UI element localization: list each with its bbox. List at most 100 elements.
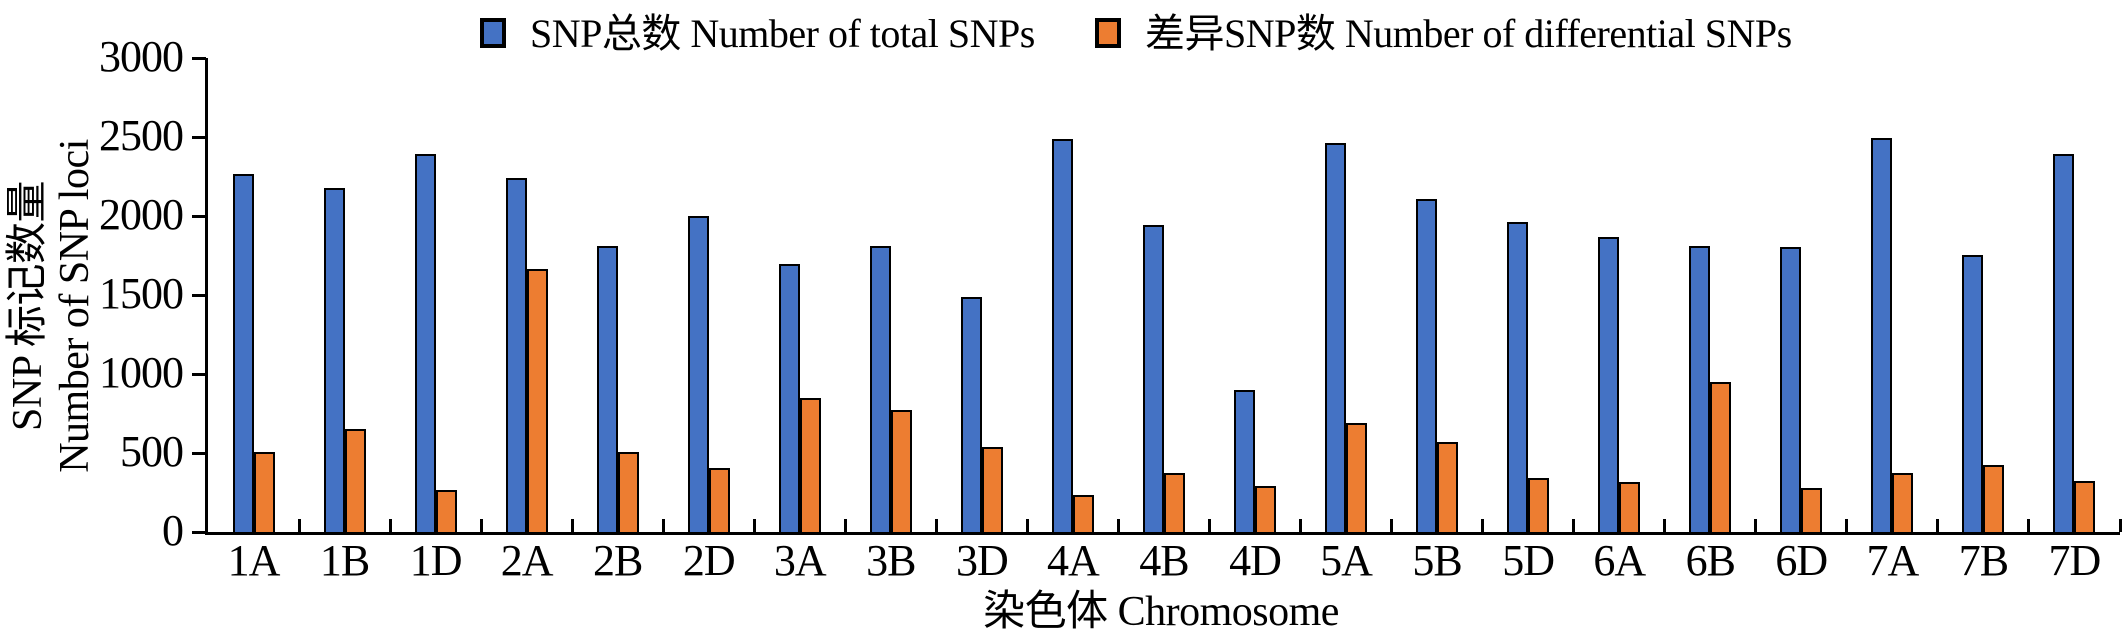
bar-differential-4A [1072,494,1094,532]
legend-swatch-total-snps-icon [480,18,506,48]
y-tick-label-1000: 1000 [99,348,184,397]
bar-total-3D [960,296,982,532]
x-tick-boundary-17 [1754,519,1758,532]
x-tick-boundary-13 [1390,519,1394,532]
bar-total-2B [596,246,618,532]
y-tick-2000 [192,214,206,218]
y-tick-label-500: 500 [120,427,184,476]
bar-differential-2A [526,268,548,532]
y-tick-3000 [192,56,206,60]
y-tick-label-0: 0 [162,506,184,555]
x-tick-boundary-7 [843,519,847,532]
bar-total-5D [1507,222,1529,532]
x-tick-boundary-6 [752,519,756,532]
bar-total-7A [1871,137,1893,532]
bar-total-2A [505,178,527,532]
x-category-label-5A: 5A [1320,536,1373,585]
x-category-label-1A: 1A [227,536,281,585]
x-category-label-7B: 7B [1958,536,2009,585]
bar-total-1B [323,188,345,532]
bar-differential-3B [890,410,912,532]
bar-total-3B [869,246,891,532]
bar-total-4D [1234,389,1256,532]
bar-total-6D [1780,246,1802,532]
plot-area: 0 500 1000 1500 2000 2500 3000 1A 1B 1D 2A 2B 2D 3A 3B… [99,33,2122,585]
bar-total-5A [1325,143,1347,532]
y-tick-label-2000: 2000 [99,190,184,239]
bar-differential-5B [1437,441,1459,532]
x-category-label-2A: 2A [500,536,554,585]
bar-total-4A [1051,139,1073,532]
legend-label-total-snps: SNP总数 Number of total SNPs [530,11,1035,56]
bar-differential-6B [1710,381,1732,532]
bar-differential-7A [1892,472,1914,532]
x-tick-boundary-3 [479,519,483,532]
x-tick-boundary-15 [1572,519,1576,532]
x-tick-boundary-21 [2118,519,2122,532]
bar-total-7D [2053,154,2075,532]
bar-differential-1D [435,490,457,532]
x-tick-boundary-1 [297,519,301,532]
x-category-label-3B: 3B [866,536,916,585]
x-category-label-7A: 7A [1866,536,1919,585]
bar-differential-4D [1255,486,1277,532]
y-tick-2500 [192,135,206,139]
bar-total-7B [1962,254,1984,532]
x-tick-boundary-10 [1116,519,1120,532]
y-tick-1500 [192,293,206,297]
x-category-label-2B: 2B [593,536,643,585]
x-category-label-4A: 4A [1047,536,1100,585]
x-tick-boundary-8 [934,519,938,532]
bar-differential-7B [1983,464,2005,532]
bar-differential-5A [1346,422,1368,532]
bar-total-1D [414,154,436,532]
y-tick-label-2500: 2500 [99,111,184,160]
x-category-label-1B: 1B [319,536,370,585]
bar-differential-6D [1801,487,1823,532]
y-tick-1000 [192,372,206,376]
bar-total-5B [1416,199,1438,532]
bar-total-6B [1689,246,1711,532]
legend-swatch-differential-snps-icon [1095,18,1121,48]
bar-differential-6A [1619,482,1641,532]
bar-total-4B [1143,225,1164,532]
x-tick-boundary-9 [1025,519,1029,532]
x-tick-boundary-14 [1481,519,1485,532]
x-category-label-5B: 5B [1412,536,1462,585]
y-tick-label-3000: 3000 [99,32,184,81]
bar-total-1A [232,174,254,532]
x-axis-title: 染色体 Chromosome [983,589,1339,635]
bar-differential-5D [1528,477,1550,532]
bar-differential-7D [2074,481,2096,532]
y-axis-title-line-zh: SNP 标记数量 [5,181,51,431]
bar-differential-2D [708,468,730,532]
x-category-label-6D: 6D [1775,536,1828,585]
bar-total-2D [687,216,709,532]
x-tick-boundary-12 [1299,519,1303,532]
x-category-label-4B: 4B [1139,536,1189,585]
y-tick-label-1500: 1500 [99,269,184,318]
x-category-label-3A: 3A [773,536,827,585]
x-tick-boundary-20 [2027,519,2031,532]
x-tick-boundary-18 [1845,519,1849,532]
x-tick-boundary-4 [570,519,574,532]
y-tick-0 [192,530,206,534]
bar-differential-3D [981,447,1003,532]
x-category-label-7D: 7D [2048,536,2102,585]
x-tick-boundary-2 [388,519,392,532]
bar-differential-1B [344,429,366,532]
x-category-label-1D: 1D [409,536,463,585]
bar-differential-1A [253,452,275,532]
bar-differential-4B [1164,472,1185,532]
x-category-label-6A: 6A [1593,536,1646,585]
bar-differential-3A [799,397,821,532]
x-category-label-6B: 6B [1685,536,1736,585]
x-tick-boundary-5 [661,519,665,532]
x-tick-boundary-11 [1208,519,1212,532]
bar-total-3A [778,264,800,532]
legend-label-differential-snps: 差异SNP数 Number of differential SNPs [1145,11,1792,56]
bar-total-6A [1598,237,1620,532]
x-tick-boundary-19 [1936,519,1940,532]
x-category-label-5D: 5D [1502,536,1555,585]
